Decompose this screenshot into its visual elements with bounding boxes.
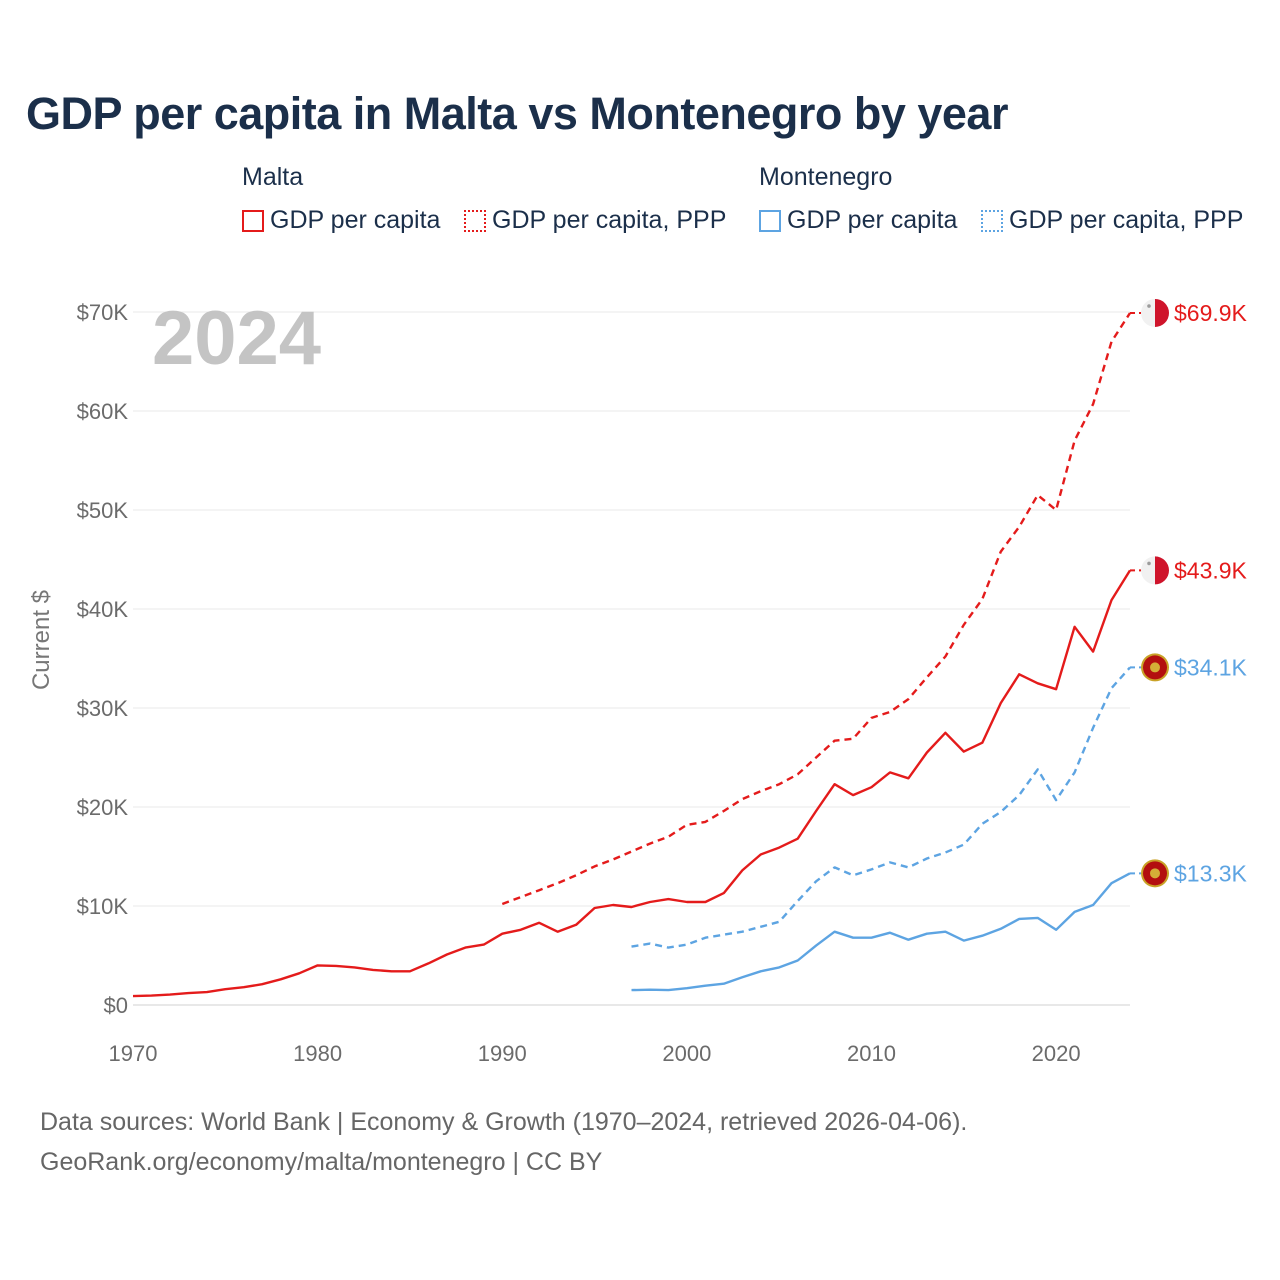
y-tick-label: $10K [77,894,129,919]
x-tick-label: 1970 [109,1041,158,1066]
series-end-label: $69.9K [1174,300,1248,326]
x-tick-label: 1980 [293,1041,342,1066]
y-tick-label: $40K [77,597,129,622]
series-end-label: $43.9K [1174,557,1248,583]
legend-item-montenegro-gdp-ppp[interactable]: GDP per capita, PPP [981,206,1243,235]
footer-sources: Data sources: World Bank | Economy & Gro… [40,1108,968,1136]
legend-label: GDP per capita [270,206,441,234]
y-tick-label: $60K [77,399,129,424]
flag-red-half [1155,298,1169,327]
legend-swatch-solid [242,209,264,232]
series-line[interactable] [132,569,1132,998]
legend-group-montenegro: Montenegro [759,163,893,191]
legend-label: GDP per capita, PPP [1009,206,1244,234]
y-tick-label: $0 [104,993,128,1018]
legend-swatch-solid [759,209,781,232]
series-end-label: $13.3K [1174,860,1248,886]
legend-item-malta-gdp-ppp[interactable]: GDP per capita, PPP [464,206,726,235]
y-tick-label: $50K [77,498,129,523]
legend-item-malta-gdp[interactable]: GDP per capita [242,206,440,235]
marker-layer: $69.9K $43.9K $34.1K $13.3K [1130,298,1248,888]
x-tick-label: 2020 [1032,1041,1081,1066]
year-label: 2024 [152,296,322,381]
legend-item-montenegro-gdp[interactable]: GDP per capita [759,206,957,235]
series-layer [132,312,1132,998]
legend-label: GDP per capita [787,206,958,234]
legend-label: GDP per capita, PPP [492,206,727,234]
legend-swatch-dotted [464,209,486,232]
flag-montenegro-icon [1141,653,1169,682]
flag-cross [1147,304,1151,308]
footer-credit[interactable]: GeoRank.org/economy/malta/montenegro | C… [40,1148,603,1176]
x-tick-label: 2010 [847,1041,896,1066]
y-tick-label: $20K [77,795,129,820]
legend-group-malta: Malta [242,163,304,191]
x-tick-label: 1990 [478,1041,527,1066]
series-line[interactable] [501,312,1132,906]
grid-layer: $0 $10K $20K $30K $40K $50K $60K $70K 1970 1980 19… [77,300,1130,1066]
y-tick-label: $70K [77,300,129,325]
x-tick-label: 2000 [662,1041,711,1066]
series-line[interactable] [631,666,1131,949]
series-end-label: $34.1K [1174,654,1248,680]
flag-red-half [1155,556,1169,585]
y-axis-label: Current $ [28,589,55,691]
flag-emblem [1150,868,1160,879]
chart-title: GDP per capita in Malta vs Montenegro by… [26,88,1008,139]
flag-emblem [1150,662,1160,673]
series-line[interactable] [631,872,1131,992]
flag-malta-icon [1141,556,1169,585]
flag-malta-icon [1141,298,1169,327]
flag-cross [1147,561,1151,566]
flag-montenegro-icon [1141,859,1169,888]
legend-swatch-dotted [981,209,1003,232]
y-tick-label: $30K [77,696,129,721]
